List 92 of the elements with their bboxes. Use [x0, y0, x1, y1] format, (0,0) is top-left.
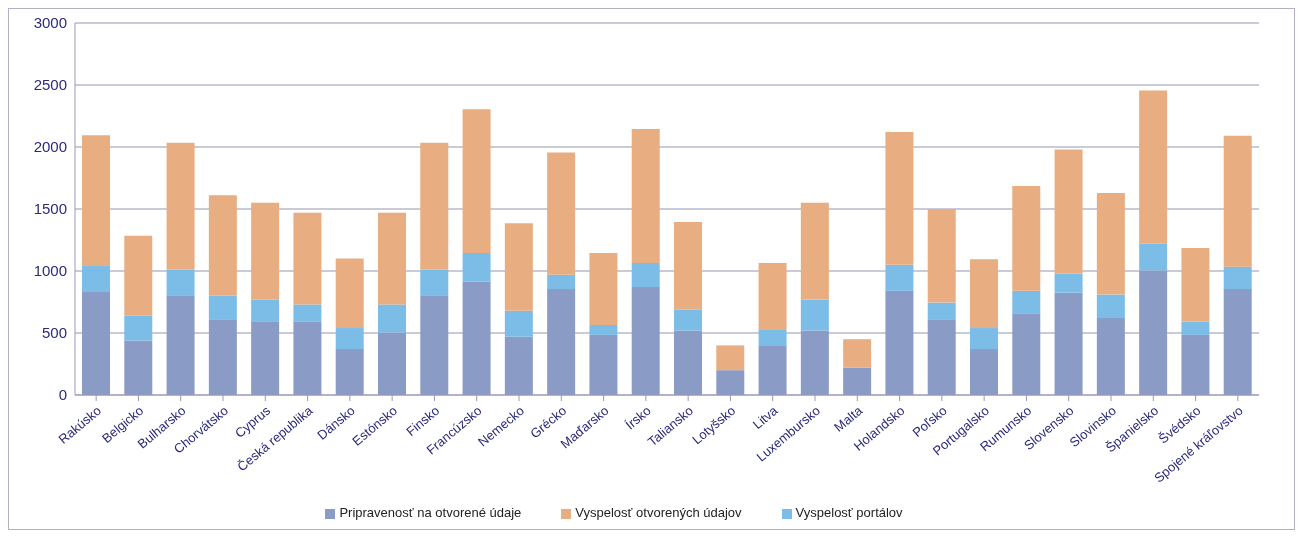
bar [335, 349, 364, 395]
bar [462, 253, 491, 282]
bar [885, 264, 914, 291]
bar [82, 135, 110, 267]
bar [927, 209, 956, 303]
bar [1054, 273, 1083, 293]
bar [800, 299, 829, 331]
bar [1223, 135, 1252, 267]
y-tick-label: 1500 [33, 200, 67, 218]
bar [378, 212, 406, 305]
bar [970, 328, 998, 350]
bar [1223, 266, 1252, 289]
bar [1181, 321, 1210, 335]
bar [843, 339, 872, 368]
bar [1181, 248, 1210, 322]
bar [166, 269, 195, 296]
bar [378, 304, 406, 333]
bar [589, 324, 618, 335]
bar [504, 336, 533, 395]
bar [1012, 290, 1041, 314]
bar [674, 330, 702, 395]
bar [800, 202, 829, 300]
bar [716, 345, 745, 371]
bar [82, 292, 110, 395]
bar [82, 266, 110, 293]
legend-label: Vyspelosť portálov [795, 505, 903, 520]
bar [631, 287, 660, 395]
bar [885, 290, 914, 395]
bar [124, 340, 153, 395]
bar [293, 304, 322, 322]
bar [293, 212, 322, 305]
bar [420, 142, 449, 270]
bar [293, 321, 322, 395]
y-tick-label: 0 [58, 386, 67, 404]
bar [166, 295, 195, 395]
bar [674, 222, 702, 310]
bar [1223, 288, 1252, 395]
bar [674, 309, 702, 331]
bar [927, 319, 956, 395]
bar [631, 262, 660, 288]
bar [547, 288, 576, 395]
bar [251, 299, 280, 322]
bar [420, 295, 449, 395]
bar [758, 329, 787, 347]
bar [124, 315, 153, 341]
bar [1181, 334, 1210, 395]
bar [589, 253, 618, 325]
bar [504, 310, 533, 337]
bar [504, 223, 533, 311]
bar [208, 295, 237, 320]
y-tick-label: 2000 [33, 138, 67, 156]
bar [843, 367, 872, 395]
bar [927, 302, 956, 320]
bar [208, 195, 237, 296]
legend-label: Pripravenosť na otvorené údaje [339, 505, 522, 520]
bar [1054, 149, 1083, 274]
bar [547, 152, 576, 275]
bar [208, 319, 237, 395]
bar [589, 334, 618, 395]
bar [1054, 292, 1083, 395]
bar [335, 328, 364, 350]
bar [1096, 318, 1125, 395]
y-tick-label: 1000 [33, 262, 67, 280]
bar [1139, 243, 1168, 271]
bar [1139, 90, 1168, 244]
bar [251, 321, 280, 395]
bar [1012, 313, 1041, 395]
legend-label: Vyspelosť otvorených údajov [575, 505, 742, 520]
bar [885, 132, 914, 265]
bar [462, 109, 491, 254]
bar [716, 370, 745, 395]
bar [1139, 270, 1168, 395]
bar [335, 258, 364, 329]
bar [631, 129, 660, 263]
y-tick-label: 500 [41, 324, 67, 342]
bar [420, 269, 449, 296]
bar [462, 281, 491, 395]
bar [547, 274, 576, 289]
bar [758, 262, 787, 330]
bar [800, 330, 829, 395]
bar [758, 346, 787, 395]
y-tick-label: 3000 [33, 14, 67, 32]
bar [970, 349, 998, 395]
bar [970, 259, 998, 329]
bar [1096, 294, 1125, 319]
bar [1012, 186, 1041, 291]
bar [251, 202, 280, 300]
bar [166, 142, 195, 270]
y-tick-label: 2500 [33, 76, 67, 94]
bar [378, 332, 406, 395]
bar [124, 235, 153, 316]
bar [1096, 192, 1125, 295]
